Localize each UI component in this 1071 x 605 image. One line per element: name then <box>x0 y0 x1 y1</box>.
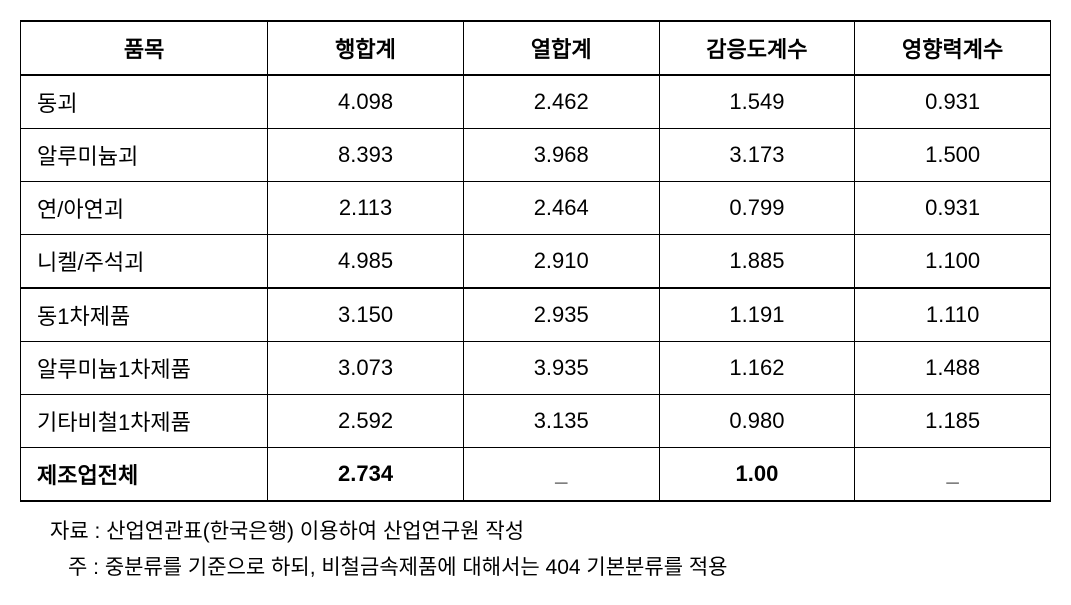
table-row: 기타비철1차제품2.5923.1350.9801.185 <box>21 395 1051 448</box>
table-cell: 연/아연괴 <box>21 182 268 235</box>
note-source: 자료 : 산업연관표(한국은행) 이용하여 산업연구원 작성 <box>50 514 1051 550</box>
table-cell: 3.073 <box>268 342 464 395</box>
column-header-3: 감응도계수 <box>659 21 855 75</box>
table-cell: 기타비철1차제품 <box>21 395 268 448</box>
table-row: 연/아연괴2.1132.4640.7990.931 <box>21 182 1051 235</box>
table-cell: 1.162 <box>659 342 855 395</box>
table-row: 동1차제품3.1502.9351.1911.110 <box>21 288 1051 342</box>
table-cell: 2.464 <box>463 182 659 235</box>
table-cell: 2.113 <box>268 182 464 235</box>
table-cell: 3.935 <box>463 342 659 395</box>
table-cell: 제조업전체 <box>21 448 268 502</box>
table-cell: 3.968 <box>463 129 659 182</box>
column-header-4: 영향력계수 <box>855 21 1051 75</box>
table-cell: 0.931 <box>855 75 1051 129</box>
table-cell: 알루미늄1차제품 <box>21 342 268 395</box>
table-row: 알루미늄괴8.3933.9683.1731.500 <box>21 129 1051 182</box>
table-header-row: 품목행합계열합계감응도계수영향력계수 <box>21 21 1051 75</box>
table-cell: 2.734 <box>268 448 464 502</box>
table-row: 동괴4.0982.4621.5490.931 <box>21 75 1051 129</box>
table-cell: 1.488 <box>855 342 1051 395</box>
table-cell: 1.00 <box>659 448 855 502</box>
table-cell: 1.100 <box>855 235 1051 289</box>
table-cell: 4.098 <box>268 75 464 129</box>
table-row: 알루미늄1차제품3.0733.9351.1621.488 <box>21 342 1051 395</box>
table-cell: 1.500 <box>855 129 1051 182</box>
table-row: 니켈/주석괴4.9852.9101.8851.100 <box>21 235 1051 289</box>
table-cell: 8.393 <box>268 129 464 182</box>
table-cell: 1.185 <box>855 395 1051 448</box>
table-row-total: 제조업전체2.734_1.00_ <box>21 448 1051 502</box>
column-header-0: 품목 <box>21 21 268 75</box>
table-cell: 4.985 <box>268 235 464 289</box>
table-cell: 동괴 <box>21 75 268 129</box>
column-header-2: 열합계 <box>463 21 659 75</box>
table-cell: 1.191 <box>659 288 855 342</box>
table-cell: 2.935 <box>463 288 659 342</box>
table-cell: 2.462 <box>463 75 659 129</box>
table-cell: 1.110 <box>855 288 1051 342</box>
table-cell: 0.980 <box>659 395 855 448</box>
column-header-1: 행합계 <box>268 21 464 75</box>
table-cell: 3.135 <box>463 395 659 448</box>
data-table: 품목행합계열합계감응도계수영향력계수 동괴4.0982.4621.5490.93… <box>20 20 1051 502</box>
table-cell: 1.885 <box>659 235 855 289</box>
table-cell: 2.910 <box>463 235 659 289</box>
table-cell: 동1차제품 <box>21 288 268 342</box>
table-cell: _ <box>463 448 659 502</box>
table-cell: 3.173 <box>659 129 855 182</box>
notes: 자료 : 산업연관표(한국은행) 이용하여 산업연구원 작성 주 : 중분류를 … <box>20 514 1051 585</box>
table-cell: 알루미늄괴 <box>21 129 268 182</box>
table-cell: 니켈/주석괴 <box>21 235 268 289</box>
table-cell: 0.931 <box>855 182 1051 235</box>
table-cell: 1.549 <box>659 75 855 129</box>
table-cell: 3.150 <box>268 288 464 342</box>
table-cell: 0.799 <box>659 182 855 235</box>
table-cell: _ <box>855 448 1051 502</box>
note-remark: 주 : 중분류를 기준으로 하되, 비철금속제품에 대해서는 404 기본분류를… <box>50 550 1051 586</box>
table-cell: 2.592 <box>268 395 464 448</box>
